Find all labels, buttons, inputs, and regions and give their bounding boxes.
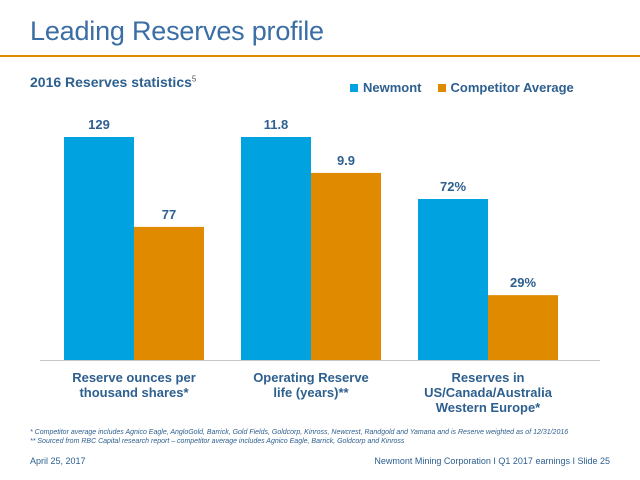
data-label-newmont-2: 11.8 bbox=[264, 117, 289, 132]
data-label-competitor-3: 29% bbox=[510, 275, 536, 290]
footer-source: Newmont Mining Corporation I Q1 2017 ear… bbox=[374, 456, 610, 466]
legend-label-newmont: Newmont bbox=[363, 80, 422, 95]
category-label-1: Reserve ounces per thousand shares* bbox=[72, 370, 196, 400]
category-label-line: Operating Reserve bbox=[253, 370, 369, 385]
data-label-newmont-3: 72% bbox=[440, 179, 466, 194]
data-label-competitor-2: 9.9 bbox=[337, 153, 355, 168]
legend-label-competitor: Competitor Average bbox=[450, 80, 574, 95]
chart-subtitle: 2016 Reserves statistics5 bbox=[30, 74, 196, 90]
bar-newmont-2 bbox=[241, 137, 311, 360]
bar-chart: 129 77 Reserve ounces per thousand shares* 1… bbox=[40, 117, 600, 415]
bar-competitor-3 bbox=[488, 295, 558, 360]
footnotes: * Competitor average includes Agnico Eag… bbox=[30, 428, 568, 446]
bar-newmont-1 bbox=[64, 137, 134, 360]
chart-legend: Newmont Competitor Average bbox=[350, 80, 574, 95]
subtitle-text: 2016 Reserves statistics bbox=[30, 74, 192, 90]
legend-item-competitor: Competitor Average bbox=[437, 80, 574, 95]
category-label-line: life (years)** bbox=[273, 385, 349, 400]
footnote-2: ** Sourced from RBC Capital research rep… bbox=[30, 438, 405, 445]
footer-date: April 25, 2017 bbox=[30, 456, 86, 466]
footnote-1: * Competitor average includes Agnico Eag… bbox=[30, 429, 569, 436]
bar-competitor-1 bbox=[134, 226, 204, 360]
data-label-newmont-1: 129 bbox=[88, 117, 110, 132]
category-label-line: Western Europe* bbox=[436, 400, 541, 415]
subtitle-footnote-ref: 5 bbox=[191, 74, 197, 84]
category-label-3: Reserves in US/Canada/Australia Western Eu… bbox=[424, 370, 553, 415]
legend-swatch-competitor bbox=[437, 83, 446, 92]
category-label-line: thousand shares* bbox=[79, 385, 189, 400]
category-label-line: Reserves in bbox=[452, 370, 525, 385]
category-label-2: Operating Reserve life (years)** bbox=[253, 370, 369, 400]
category-label-line: Reserve ounces per bbox=[72, 370, 196, 385]
category-label-line: US/Canada/Australia bbox=[424, 385, 553, 400]
legend-swatch-newmont bbox=[350, 83, 358, 92]
legend-item-newmont: Newmont bbox=[350, 80, 422, 95]
title-divider bbox=[0, 55, 640, 57]
bar-competitor-2 bbox=[311, 172, 381, 360]
slide-title: Leading Reserves profile bbox=[30, 16, 324, 46]
bar-newmont-3 bbox=[418, 199, 488, 360]
data-label-competitor-1: 77 bbox=[162, 207, 176, 222]
